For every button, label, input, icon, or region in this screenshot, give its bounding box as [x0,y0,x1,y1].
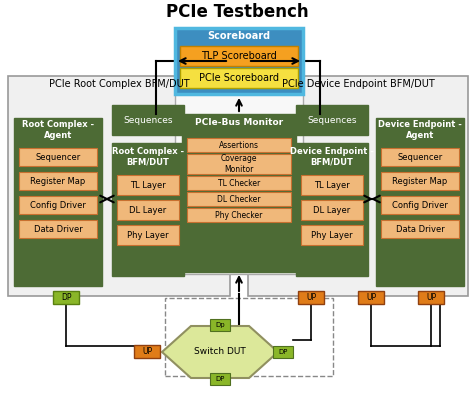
Text: Phy Checker: Phy Checker [215,210,263,219]
FancyBboxPatch shape [182,114,296,272]
FancyBboxPatch shape [134,345,160,358]
Text: Root Complex -
Agent: Root Complex - Agent [22,120,94,140]
FancyBboxPatch shape [175,94,303,274]
Text: TL Layer: TL Layer [314,180,350,190]
Text: Data Driver: Data Driver [34,225,82,234]
FancyBboxPatch shape [381,220,459,238]
FancyBboxPatch shape [19,196,97,214]
FancyBboxPatch shape [301,225,363,245]
Text: UP: UP [366,293,376,302]
FancyBboxPatch shape [112,143,184,276]
Text: DL Checker: DL Checker [217,195,261,203]
FancyBboxPatch shape [19,172,97,190]
Text: Register Map: Register Map [392,177,447,186]
FancyBboxPatch shape [187,154,291,174]
FancyBboxPatch shape [301,175,363,195]
FancyBboxPatch shape [175,28,303,94]
FancyBboxPatch shape [381,148,459,166]
FancyBboxPatch shape [301,200,363,220]
FancyBboxPatch shape [210,373,230,385]
FancyBboxPatch shape [112,105,184,135]
FancyBboxPatch shape [381,196,459,214]
FancyBboxPatch shape [418,291,444,304]
FancyBboxPatch shape [53,291,79,304]
FancyBboxPatch shape [180,68,298,88]
Text: Assertions: Assertions [219,141,259,149]
FancyBboxPatch shape [19,220,97,238]
Text: Scoreboard: Scoreboard [208,31,271,41]
Text: Device Endpoint -
BFM/DUT: Device Endpoint - BFM/DUT [290,147,374,167]
Text: Data Driver: Data Driver [396,225,445,234]
FancyBboxPatch shape [358,291,384,304]
Polygon shape [162,326,278,378]
Text: Root Complex -
BFM/DUT: Root Complex - BFM/DUT [112,147,184,167]
Text: TL Layer: TL Layer [130,180,166,190]
Text: UP: UP [426,293,436,302]
Text: Phy Layer: Phy Layer [311,230,353,240]
Text: Phy Layer: Phy Layer [127,230,169,240]
FancyBboxPatch shape [296,143,368,276]
FancyBboxPatch shape [187,192,291,206]
FancyBboxPatch shape [117,175,179,195]
Text: PCIe Device Endpoint BFM/DUT: PCIe Device Endpoint BFM/DUT [282,79,434,89]
FancyBboxPatch shape [187,138,291,152]
Text: DP: DP [215,376,225,382]
FancyBboxPatch shape [296,105,368,135]
Text: Sequences: Sequences [307,115,357,125]
FancyBboxPatch shape [187,208,291,222]
Text: UP: UP [142,348,152,357]
Text: DP: DP [278,349,288,355]
Text: Config Driver: Config Driver [392,201,448,210]
FancyBboxPatch shape [210,319,230,331]
FancyBboxPatch shape [117,225,179,245]
Text: Device Endpoint -
Agent: Device Endpoint - Agent [378,120,462,140]
Text: TL Checker: TL Checker [218,178,260,188]
Text: PCIe Root Complex BFM/DUT: PCIe Root Complex BFM/DUT [48,79,190,89]
Text: UP: UP [306,293,316,302]
Text: Switch DUT: Switch DUT [194,348,246,357]
FancyBboxPatch shape [381,172,459,190]
Text: Sequences: Sequences [123,115,173,125]
Text: Coverage
Monitor: Coverage Monitor [221,154,257,174]
Text: PCIe Testbench: PCIe Testbench [166,3,308,21]
Text: Sequencer: Sequencer [398,152,443,162]
Text: DL Layer: DL Layer [314,206,351,214]
FancyBboxPatch shape [248,76,468,296]
Text: Sequencer: Sequencer [35,152,81,162]
Text: TLP Scoreboard: TLP Scoreboard [201,51,277,61]
Text: DP: DP [61,293,71,302]
FancyBboxPatch shape [180,46,298,66]
Text: PCIe-Bus Monitor: PCIe-Bus Monitor [195,117,283,126]
FancyBboxPatch shape [8,76,230,296]
Text: Config Driver: Config Driver [30,201,86,210]
FancyBboxPatch shape [14,118,102,286]
FancyBboxPatch shape [117,200,179,220]
Text: Register Map: Register Map [30,177,86,186]
Text: Dp: Dp [215,322,225,328]
FancyBboxPatch shape [19,148,97,166]
FancyBboxPatch shape [187,176,291,190]
FancyBboxPatch shape [376,118,464,286]
FancyBboxPatch shape [298,291,324,304]
Text: PCIe Scoreboard: PCIe Scoreboard [199,73,279,83]
FancyBboxPatch shape [273,346,293,358]
Text: DL Layer: DL Layer [129,206,167,214]
